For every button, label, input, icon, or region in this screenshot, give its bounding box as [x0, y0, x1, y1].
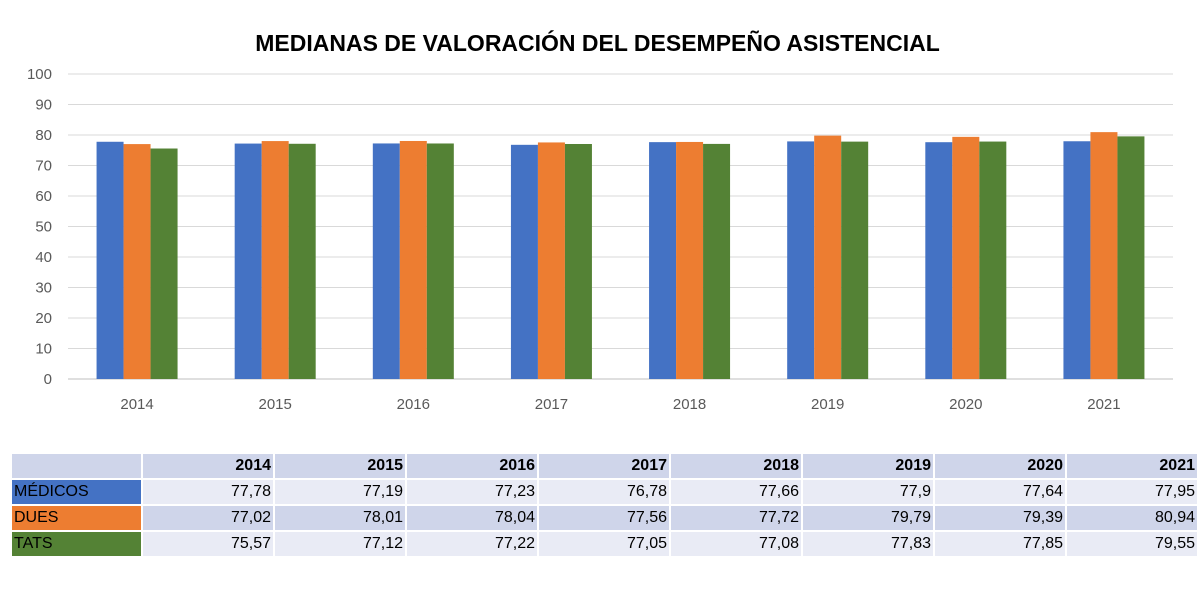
- y-tick-label: 30: [35, 280, 52, 297]
- table-value-cell: 77,9: [803, 480, 933, 506]
- bar-dues: [123, 144, 151, 379]
- bar-dues: [1090, 132, 1118, 379]
- y-tick-label: 0: [44, 371, 52, 388]
- bar-tats: [288, 143, 316, 379]
- table-header-cell: 2014: [143, 454, 273, 480]
- bar-tats: [426, 143, 454, 379]
- bar-dues: [676, 141, 704, 379]
- chart-title: MEDIANAS DE VALORACIÓN DEL DESEMPEÑO ASI…: [255, 30, 940, 56]
- table-value-cell: 77,72: [671, 506, 801, 532]
- y-tick-label: 90: [35, 97, 52, 114]
- bar-dues: [952, 136, 980, 379]
- table-row: MÉDICOS 77,78 77,19 77,23 76,78 77,66 77,9 77,6…: [12, 480, 1197, 506]
- x-tick-label: 2021: [1087, 396, 1120, 413]
- bar-dues: [261, 141, 289, 379]
- table-value-cell: 76,78: [539, 480, 669, 506]
- table-value-cell: 77,64: [935, 480, 1065, 506]
- table-value-cell: 75,57: [143, 532, 273, 558]
- x-tick-label: 2014: [120, 396, 153, 413]
- data-table: 2014 2015 2016 2017 2018 2019 2020 2021 MÉDICOS 7…: [10, 454, 1199, 558]
- table-value-cell: 80,94: [1067, 506, 1197, 532]
- bar-médicos: [372, 143, 400, 379]
- table-value-cell: 77,22: [407, 532, 537, 558]
- table-value-cell: 77,05: [539, 532, 669, 558]
- bar-médicos: [510, 144, 538, 379]
- table-value-cell: 77,83: [803, 532, 933, 558]
- table-value-cell: 77,19: [275, 480, 405, 506]
- y-tick-label: 100: [27, 66, 52, 83]
- x-tick-label: 2020: [949, 396, 982, 413]
- table-value-cell: 77,66: [671, 480, 801, 506]
- table-value-cell: 77,78: [143, 480, 273, 506]
- table-corner-cell: [12, 454, 141, 480]
- bar-médicos: [787, 141, 815, 379]
- series-label-cell: DUES: [12, 506, 141, 532]
- table-value-cell: 78,01: [275, 506, 405, 532]
- table-value-cell: 77,85: [935, 532, 1065, 558]
- table-header-cell: 2019: [803, 454, 933, 480]
- bar-dues: [814, 135, 842, 379]
- bar-dues: [399, 140, 427, 379]
- x-tick-label: 2016: [397, 396, 430, 413]
- y-tick-label: 50: [35, 219, 52, 236]
- y-tick-label: 20: [35, 310, 52, 327]
- table-value-cell: 78,04: [407, 506, 537, 532]
- table-value-cell: 77,56: [539, 506, 669, 532]
- x-tick-label: 2018: [673, 396, 706, 413]
- table-value-cell: 77,02: [143, 506, 273, 532]
- y-tick-label: 10: [35, 341, 52, 358]
- table-header-row: 2014 2015 2016 2017 2018 2019 2020 2021: [12, 454, 1197, 480]
- x-tick-label: 2019: [811, 396, 844, 413]
- x-tick-label: 2017: [535, 396, 568, 413]
- y-tick-label: 40: [35, 249, 52, 266]
- table-value-cell: 79,55: [1067, 532, 1197, 558]
- bar-tats: [1117, 136, 1145, 379]
- series-label-cell: MÉDICOS: [12, 480, 141, 506]
- table-row: DUES 77,02 78,01 78,04 77,56 77,72 79,79 79,39 8…: [12, 506, 1197, 532]
- bar-médicos: [1063, 141, 1091, 379]
- table-header-cell: 2015: [275, 454, 405, 480]
- table-header-cell: 2018: [671, 454, 801, 480]
- series-label-cell: TATS: [12, 532, 141, 558]
- table-header-cell: 2021: [1067, 454, 1197, 480]
- bar-médicos: [925, 142, 953, 379]
- x-tick-label: 2015: [259, 396, 292, 413]
- y-tick-label: 80: [35, 127, 52, 144]
- table-header-cell: 2017: [539, 454, 669, 480]
- bar-tats: [979, 141, 1007, 379]
- bar-dues: [537, 142, 565, 379]
- y-tick-label: 60: [35, 188, 52, 205]
- table-value-cell: 77,12: [275, 532, 405, 558]
- bar-médicos: [649, 142, 677, 379]
- bar-tats: [703, 143, 731, 379]
- y-tick-label: 70: [35, 158, 52, 175]
- bar-chart: 0 10 20 30 40 50 60 70 80 90 100 2014 2015 2016 2017 20…: [27, 66, 1173, 413]
- bar-médicos: [234, 143, 262, 379]
- table-value-cell: 79,39: [935, 506, 1065, 532]
- table-value-cell: 77,23: [407, 480, 537, 506]
- bar-médicos: [96, 141, 124, 379]
- table-value-cell: 77,08: [671, 532, 801, 558]
- bar-tats: [564, 143, 592, 379]
- table-value-cell: 79,79: [803, 506, 933, 532]
- table-header-cell: 2020: [935, 454, 1065, 480]
- bar-tats: [841, 141, 869, 379]
- table-value-cell: 77,95: [1067, 480, 1197, 506]
- table-row: TATS 75,57 77,12 77,22 77,05 77,08 77,83 77,85 7…: [12, 532, 1197, 558]
- bar-tats: [150, 148, 178, 379]
- table-header-cell: 2016: [407, 454, 537, 480]
